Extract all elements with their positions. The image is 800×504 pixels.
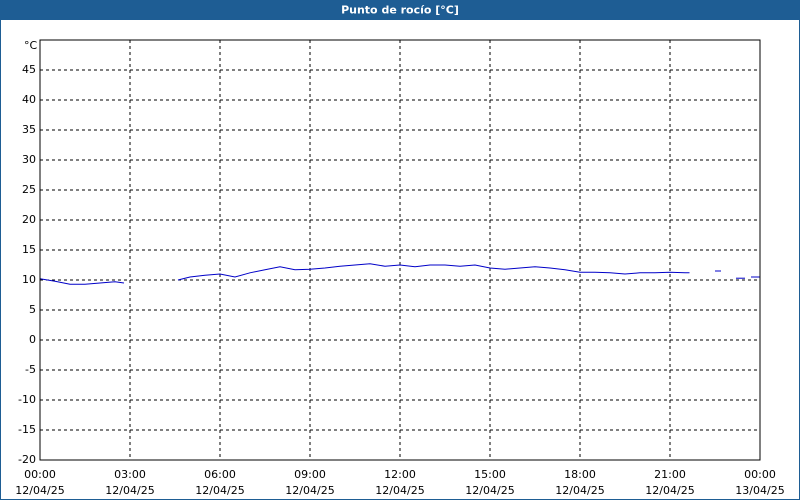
y-tick-label: 5 bbox=[29, 303, 36, 316]
x-tick-label: 00:00 bbox=[24, 468, 56, 481]
y-tick-label: 35 bbox=[22, 123, 36, 136]
y-tick-label: 15 bbox=[22, 243, 36, 256]
y-tick-label: 30 bbox=[22, 153, 36, 166]
x-tick-date: 12/04/25 bbox=[15, 484, 64, 497]
y-tick-label: 0 bbox=[29, 333, 36, 346]
x-tick-label: 15:00 bbox=[474, 468, 506, 481]
x-tick-date: 12/04/25 bbox=[105, 484, 154, 497]
y-tick-label: -5 bbox=[25, 363, 36, 376]
x-tick-label: 03:00 bbox=[114, 468, 146, 481]
x-tick-label: 06:00 bbox=[204, 468, 236, 481]
x-tick-label: 12:00 bbox=[384, 468, 416, 481]
x-tick-date: 12/04/25 bbox=[555, 484, 604, 497]
x-tick-label: 21:00 bbox=[654, 468, 686, 481]
y-tick-label: -10 bbox=[18, 393, 36, 406]
y-tick-label: 10 bbox=[22, 273, 36, 286]
y-tick-label: 25 bbox=[22, 183, 36, 196]
data-line bbox=[39, 278, 125, 285]
x-tick-date: 12/04/25 bbox=[195, 484, 244, 497]
y-tick-label: 20 bbox=[22, 213, 36, 226]
plot-border bbox=[39, 39, 761, 461]
x-tick-date: 12/04/25 bbox=[465, 484, 514, 497]
y-tick-label: 40 bbox=[22, 93, 36, 106]
x-tick-date: 12/04/25 bbox=[285, 484, 334, 497]
x-tick-label: 09:00 bbox=[294, 468, 326, 481]
y-tick-label: -20 bbox=[18, 453, 36, 466]
x-tick-label: 00:00 bbox=[744, 468, 776, 481]
data-line bbox=[177, 263, 690, 281]
x-tick-date: 13/04/25 bbox=[735, 484, 784, 497]
y-tick-label: 45 bbox=[22, 63, 36, 76]
x-tick-label: 18:00 bbox=[564, 468, 596, 481]
chart-title: Punto de rocío [°C] bbox=[341, 4, 459, 17]
y-tick-label: -15 bbox=[18, 423, 36, 436]
x-tick-date: 12/04/25 bbox=[645, 484, 694, 497]
x-tick-date: 12/04/25 bbox=[375, 484, 424, 497]
title-bar bbox=[0, 0, 800, 20]
y-unit: °C bbox=[24, 39, 38, 52]
